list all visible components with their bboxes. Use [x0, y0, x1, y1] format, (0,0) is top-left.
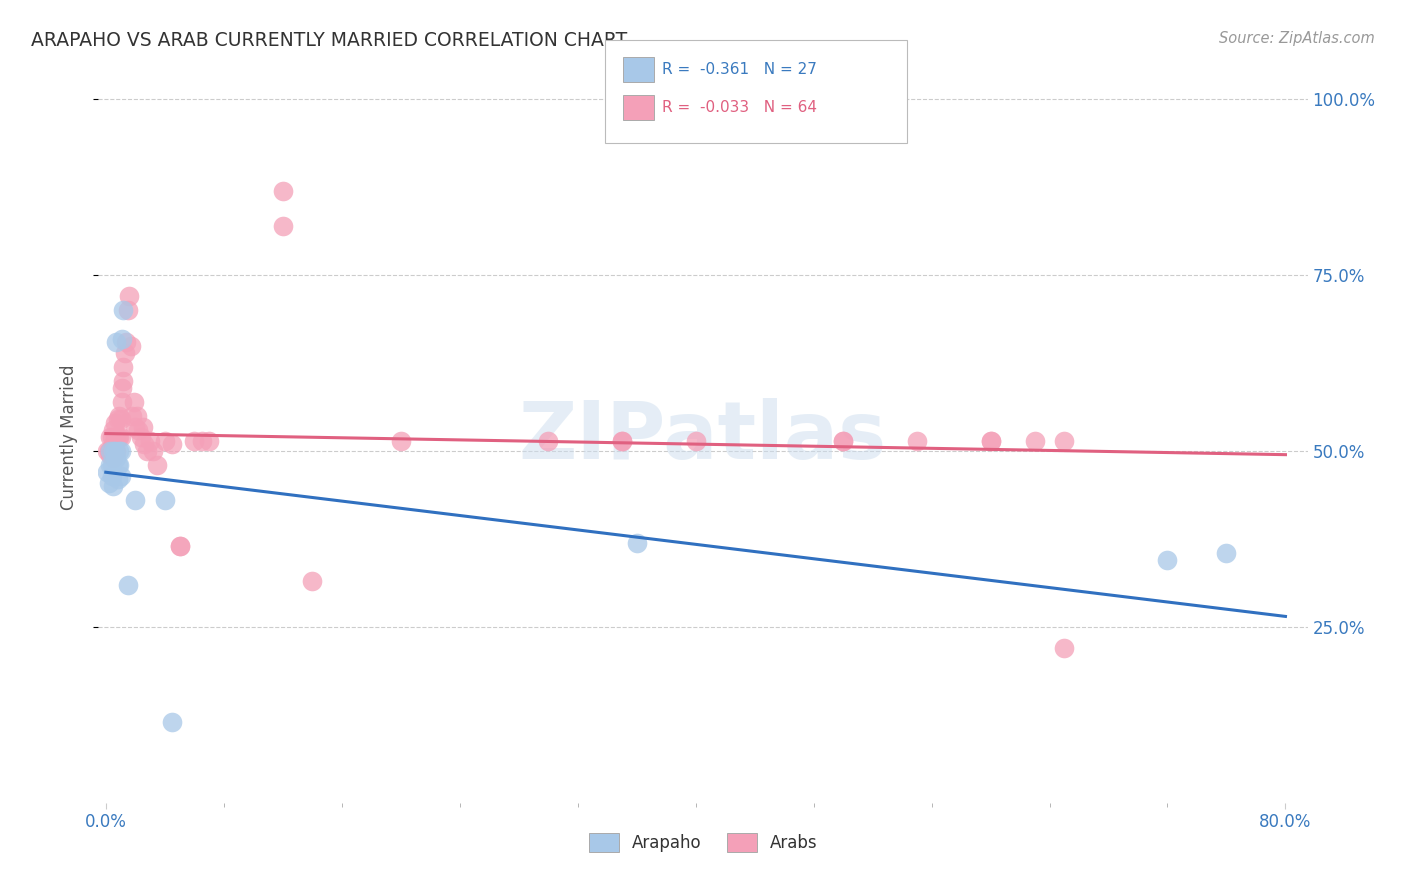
Point	[96, 465, 118, 479]
Point	[183, 434, 205, 448]
Point	[160, 437, 183, 451]
Point	[129, 430, 152, 444]
Point	[685, 434, 707, 448]
Point	[98, 430, 121, 444]
Point	[104, 416, 127, 430]
Point	[108, 409, 131, 423]
Point	[271, 184, 294, 198]
Text: ARAPAHO VS ARAB CURRENTLY MARRIED CORRELATION CHART: ARAPAHO VS ARAB CURRENTLY MARRIED CORREL…	[31, 31, 627, 50]
Point	[121, 409, 143, 423]
Point	[610, 434, 633, 448]
Point	[100, 444, 122, 458]
Point	[110, 468, 132, 483]
Point	[117, 578, 139, 592]
Text: R =  -0.361   N = 27: R = -0.361 N = 27	[662, 62, 817, 77]
Text: ZIPatlas: ZIPatlas	[519, 398, 887, 476]
Point	[610, 434, 633, 448]
Point	[97, 475, 120, 490]
Point	[832, 434, 855, 448]
Point	[626, 535, 648, 549]
Point	[107, 472, 129, 486]
Point	[100, 430, 122, 444]
Point	[108, 444, 131, 458]
Point	[271, 219, 294, 233]
Point	[111, 332, 134, 346]
Point	[104, 444, 127, 458]
Point	[905, 434, 928, 448]
Point	[142, 444, 165, 458]
Point	[101, 437, 124, 451]
Point	[105, 444, 128, 458]
Point	[980, 434, 1002, 448]
Point	[101, 451, 124, 466]
Point	[100, 458, 122, 473]
Point	[107, 458, 129, 473]
Point	[101, 423, 124, 437]
Text: R =  -0.033   N = 64: R = -0.033 N = 64	[662, 101, 817, 115]
Point	[146, 458, 169, 473]
Point	[139, 434, 162, 448]
Point	[110, 444, 132, 458]
Point	[96, 444, 118, 458]
Point	[111, 381, 134, 395]
Point	[115, 335, 138, 350]
Point	[98, 448, 121, 462]
Point	[101, 479, 124, 493]
Point	[1215, 546, 1237, 560]
Point	[98, 444, 121, 458]
Point	[190, 434, 212, 448]
Point	[1053, 641, 1076, 656]
Point	[110, 412, 132, 426]
Point	[198, 434, 221, 448]
Point	[1024, 434, 1046, 448]
Point	[134, 437, 156, 451]
Point	[122, 395, 145, 409]
Point	[537, 434, 560, 448]
Point	[389, 434, 412, 448]
Point	[980, 434, 1002, 448]
Point	[136, 444, 159, 458]
Text: Source: ZipAtlas.com: Source: ZipAtlas.com	[1219, 31, 1375, 46]
Point	[111, 395, 134, 409]
Point	[301, 574, 323, 589]
Point	[127, 423, 149, 437]
Point	[101, 444, 124, 458]
Point	[107, 430, 129, 444]
Point	[120, 339, 142, 353]
Point	[124, 493, 146, 508]
Point	[112, 303, 135, 318]
Point	[105, 335, 128, 350]
Point	[124, 419, 146, 434]
Point	[114, 345, 136, 359]
Point	[131, 419, 153, 434]
Point	[97, 444, 120, 458]
Point	[1156, 553, 1178, 567]
Point	[110, 430, 132, 444]
Y-axis label: Currently Married: Currently Married	[59, 364, 77, 510]
Point	[153, 434, 176, 448]
Legend: Arapaho, Arabs: Arapaho, Arabs	[581, 824, 825, 860]
Point	[105, 451, 128, 466]
Point	[105, 430, 128, 444]
Point	[104, 444, 127, 458]
Point	[112, 359, 135, 374]
Point	[117, 303, 139, 318]
Point	[104, 430, 127, 444]
Point	[160, 714, 183, 729]
Point	[108, 458, 131, 473]
Point	[153, 493, 176, 508]
Point	[832, 434, 855, 448]
Point	[118, 289, 141, 303]
Point	[104, 451, 127, 466]
Point	[112, 374, 135, 388]
Point	[125, 409, 148, 423]
Point	[169, 539, 191, 553]
Point	[169, 539, 191, 553]
Point	[98, 458, 121, 473]
Point	[100, 468, 122, 483]
Point	[107, 412, 129, 426]
Point	[1053, 434, 1076, 448]
Point	[108, 430, 131, 444]
